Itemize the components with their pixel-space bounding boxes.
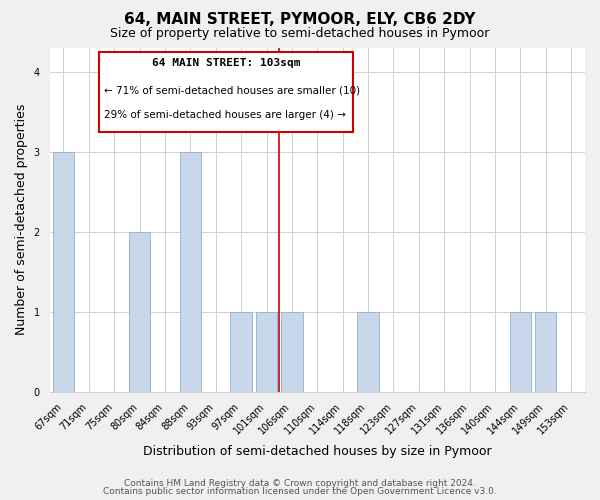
Text: Contains HM Land Registry data © Crown copyright and database right 2024.: Contains HM Land Registry data © Crown c… bbox=[124, 478, 476, 488]
Y-axis label: Number of semi-detached properties: Number of semi-detached properties bbox=[15, 104, 28, 335]
Bar bbox=[129, 232, 151, 392]
FancyBboxPatch shape bbox=[99, 52, 353, 132]
Text: Contains public sector information licensed under the Open Government Licence v3: Contains public sector information licen… bbox=[103, 487, 497, 496]
Bar bbox=[256, 312, 277, 392]
Bar bbox=[230, 312, 252, 392]
Bar bbox=[53, 152, 74, 392]
X-axis label: Distribution of semi-detached houses by size in Pymoor: Distribution of semi-detached houses by … bbox=[143, 444, 491, 458]
Text: 29% of semi-detached houses are larger (4) →: 29% of semi-detached houses are larger (… bbox=[104, 110, 346, 120]
Bar bbox=[509, 312, 531, 392]
Text: 64 MAIN STREET: 103sqm: 64 MAIN STREET: 103sqm bbox=[152, 58, 300, 68]
Text: 64, MAIN STREET, PYMOOR, ELY, CB6 2DY: 64, MAIN STREET, PYMOOR, ELY, CB6 2DY bbox=[124, 12, 476, 28]
Text: Size of property relative to semi-detached houses in Pymoor: Size of property relative to semi-detach… bbox=[110, 28, 490, 40]
Bar bbox=[281, 312, 302, 392]
Bar bbox=[179, 152, 201, 392]
Bar bbox=[357, 312, 379, 392]
Bar bbox=[535, 312, 556, 392]
Text: ← 71% of semi-detached houses are smaller (10): ← 71% of semi-detached houses are smalle… bbox=[104, 85, 360, 95]
